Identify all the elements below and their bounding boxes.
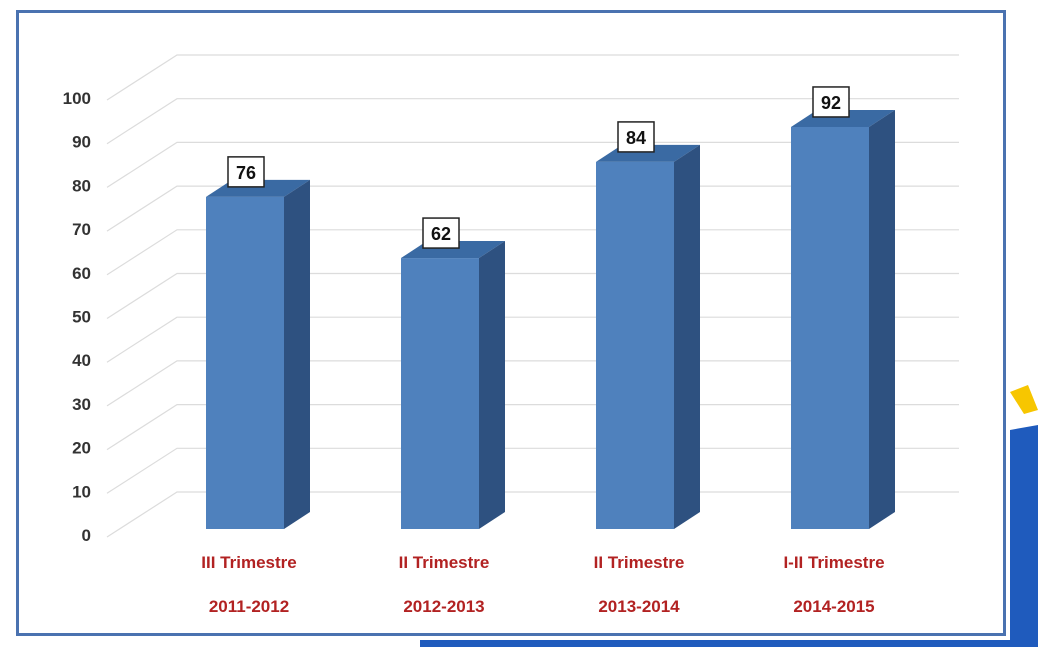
data-label-box xyxy=(617,121,655,153)
bar xyxy=(791,126,869,530)
x-tick-label: 2011-2012 xyxy=(209,597,289,616)
gridline xyxy=(106,141,959,188)
y-tick-label: 80 xyxy=(72,176,91,195)
x-tick-label: 2013-2014 xyxy=(598,597,680,616)
y-tick-label: 90 xyxy=(72,133,91,152)
bar xyxy=(596,161,674,530)
y-tick-label: 60 xyxy=(72,264,91,283)
x-tick-label: I-II Trimestre xyxy=(783,553,884,572)
data-label: 62 xyxy=(431,224,451,244)
yellow-accent-shape xyxy=(1010,385,1038,414)
x-tick-label: II Trimestre xyxy=(399,553,490,572)
y-tick-label: 40 xyxy=(72,351,91,370)
data-label: 92 xyxy=(821,93,841,113)
bar-side xyxy=(674,144,700,530)
gridline xyxy=(106,54,959,101)
x-tick-label: III Trimestre xyxy=(201,553,296,572)
gridline xyxy=(106,98,959,145)
bar-side xyxy=(284,179,310,529)
data-label: 84 xyxy=(626,128,646,148)
chart-frame: 0 10 20 30 40 50 60 70 80 90 100 76 III Trimestre 201… xyxy=(16,10,1006,636)
data-label-box xyxy=(812,86,850,118)
x-tick-label: 2012-2013 xyxy=(403,597,484,616)
y-tick-label: 50 xyxy=(72,308,91,327)
bar-chart: 0 10 20 30 40 50 60 70 80 90 100 76 III Trimestre 201… xyxy=(63,54,959,616)
y-tick-label: 20 xyxy=(72,439,91,458)
x-tick-label: II Trimestre xyxy=(594,553,685,572)
y-tick-label: 0 xyxy=(82,526,91,545)
y-tick-label: 30 xyxy=(72,395,91,414)
bar xyxy=(401,258,479,529)
data-label-box xyxy=(227,156,265,188)
y-tick-label: 100 xyxy=(63,89,91,108)
bar xyxy=(206,196,284,529)
y-tick-label: 10 xyxy=(72,482,91,501)
data-label-box xyxy=(422,217,460,249)
bar-side xyxy=(479,241,505,529)
x-tick-label: 2014-2015 xyxy=(793,597,874,616)
data-label: 76 xyxy=(236,163,256,183)
bar-side xyxy=(869,109,895,530)
y-tick-label: 70 xyxy=(72,220,91,239)
